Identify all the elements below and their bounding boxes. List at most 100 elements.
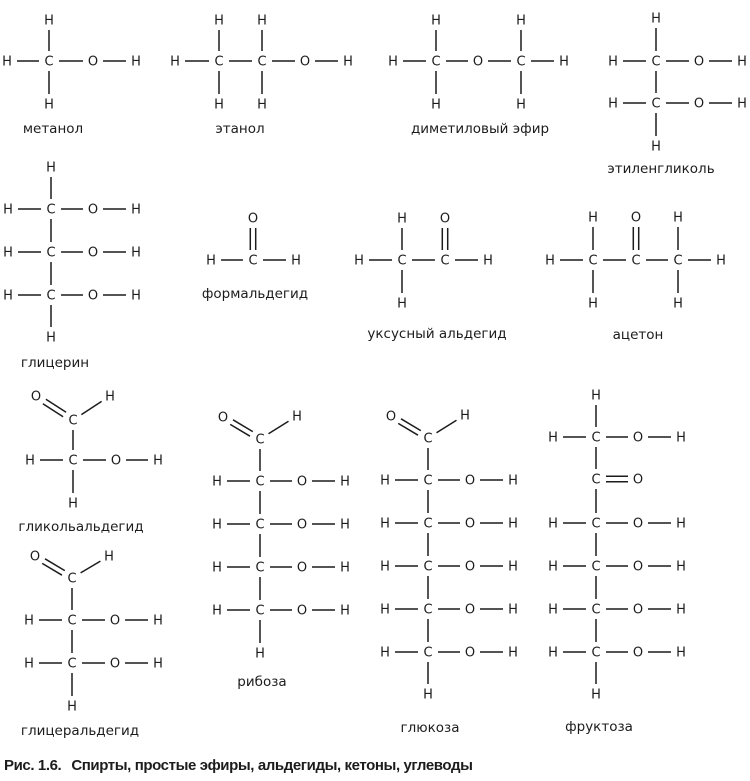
single-bond xyxy=(436,419,457,434)
atom-H: H xyxy=(380,646,390,661)
atom-C: C xyxy=(255,561,264,576)
atom-H: H xyxy=(676,517,686,532)
atom-H: H xyxy=(292,410,302,425)
atom-O: O xyxy=(248,212,258,227)
figure-title: Спирты, простые эфиры, альдегиды, кетоны… xyxy=(71,757,473,774)
atom-O: O xyxy=(633,431,643,446)
atom-C: C xyxy=(591,560,600,575)
atom-C: C xyxy=(67,572,76,587)
atom-C: C xyxy=(673,254,682,269)
atom-H: H xyxy=(212,561,222,576)
molecule-label-ribose: рибоза xyxy=(237,674,286,690)
atom-H: H xyxy=(3,289,13,304)
double-bond xyxy=(229,423,251,437)
atom-H: H xyxy=(153,614,163,629)
atom-H: H xyxy=(651,140,661,155)
atom-C: C xyxy=(423,560,432,575)
atom-O: O xyxy=(465,560,475,575)
atom-H: H xyxy=(257,98,267,113)
double-bond xyxy=(400,418,422,432)
double-bond xyxy=(44,558,66,572)
single-bond xyxy=(80,400,103,416)
atom-O: O xyxy=(465,646,475,661)
atom-C: C xyxy=(440,254,449,269)
atom-C: C xyxy=(423,474,432,489)
atom-C: C xyxy=(651,97,660,112)
atom-H: H xyxy=(67,700,77,715)
atom-H: H xyxy=(483,254,493,269)
atom-O: O xyxy=(110,657,120,672)
atom-H: H xyxy=(388,55,398,70)
atom-C: C xyxy=(44,55,53,70)
atom-H: H xyxy=(516,98,526,113)
atom-H: H xyxy=(737,97,747,112)
atom-H: H xyxy=(508,560,518,575)
atom-O: O xyxy=(218,411,228,426)
atom-C: C xyxy=(423,517,432,532)
atom-H: H xyxy=(354,254,364,269)
atom-O: O xyxy=(465,474,475,489)
atom-H: H xyxy=(343,55,353,70)
molecule-label-methanol: метанол xyxy=(23,121,83,137)
atom-O: O xyxy=(465,517,475,532)
atom-H: H xyxy=(46,331,56,346)
atom-H: H xyxy=(673,297,683,312)
molecule-label-fructose: фруктоза xyxy=(565,719,633,735)
molecule-label-glucose: глюкоза xyxy=(401,720,460,736)
atom-O: O xyxy=(631,211,641,226)
atom-H: H xyxy=(397,212,407,227)
atom-O: O xyxy=(297,475,307,490)
atom-H: H xyxy=(212,475,222,490)
atom-H: H xyxy=(44,98,54,113)
atom-O: O xyxy=(88,289,98,304)
atom-H: H xyxy=(676,560,686,575)
atom-C: C xyxy=(423,603,432,618)
atom-H: H xyxy=(104,550,114,565)
atom-H: H xyxy=(255,647,265,662)
atom-H: H xyxy=(257,14,267,29)
atom-C: C xyxy=(631,254,640,269)
atom-H: H xyxy=(588,297,598,312)
atom-H: H xyxy=(608,55,618,70)
atom-H: H xyxy=(591,389,601,404)
atom-H: H xyxy=(340,518,350,533)
atom-O: O xyxy=(88,203,98,218)
atom-H: H xyxy=(68,497,78,512)
atom-H: H xyxy=(212,518,222,533)
atom-H: H xyxy=(591,688,601,703)
atom-C: C xyxy=(591,473,600,488)
atom-H: H xyxy=(676,431,686,446)
atom-O: O xyxy=(694,55,704,70)
molecule-label-formaldehyde: формальдегид xyxy=(202,286,308,302)
atom-H: H xyxy=(153,657,163,672)
atom-H: H xyxy=(548,646,558,661)
atom-H: H xyxy=(291,254,301,269)
atom-H: H xyxy=(508,646,518,661)
atom-H: H xyxy=(206,254,216,269)
atom-O: O xyxy=(297,561,307,576)
atom-H: H xyxy=(431,14,441,29)
atom-C: C xyxy=(248,254,257,269)
atom-O: O xyxy=(31,390,41,405)
atom-C: C xyxy=(651,55,660,70)
atom-H: H xyxy=(24,614,34,629)
atom-C: C xyxy=(255,475,264,490)
atom-H: H xyxy=(131,289,141,304)
atom-O: O xyxy=(300,55,310,70)
atom-C: C xyxy=(431,55,440,70)
atom-H: H xyxy=(380,603,390,618)
molecule-label-ethylene-glycol: этиленгликоль xyxy=(607,161,714,177)
atom-H: H xyxy=(516,14,526,29)
atom-H: H xyxy=(548,560,558,575)
molecule-label-acetaldehyde: уксусный альдегид xyxy=(367,326,506,342)
atom-H: H xyxy=(676,603,686,618)
